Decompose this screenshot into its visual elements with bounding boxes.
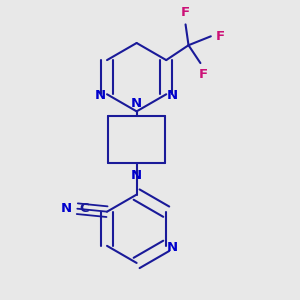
Text: F: F [216,30,225,43]
Text: N: N [95,89,106,102]
Text: C: C [79,202,89,215]
Text: F: F [181,6,190,19]
Text: N: N [167,241,178,254]
Text: N: N [131,98,142,110]
Text: N: N [131,169,142,182]
Text: F: F [199,68,208,81]
Text: N: N [61,202,72,215]
Text: N: N [167,89,178,102]
